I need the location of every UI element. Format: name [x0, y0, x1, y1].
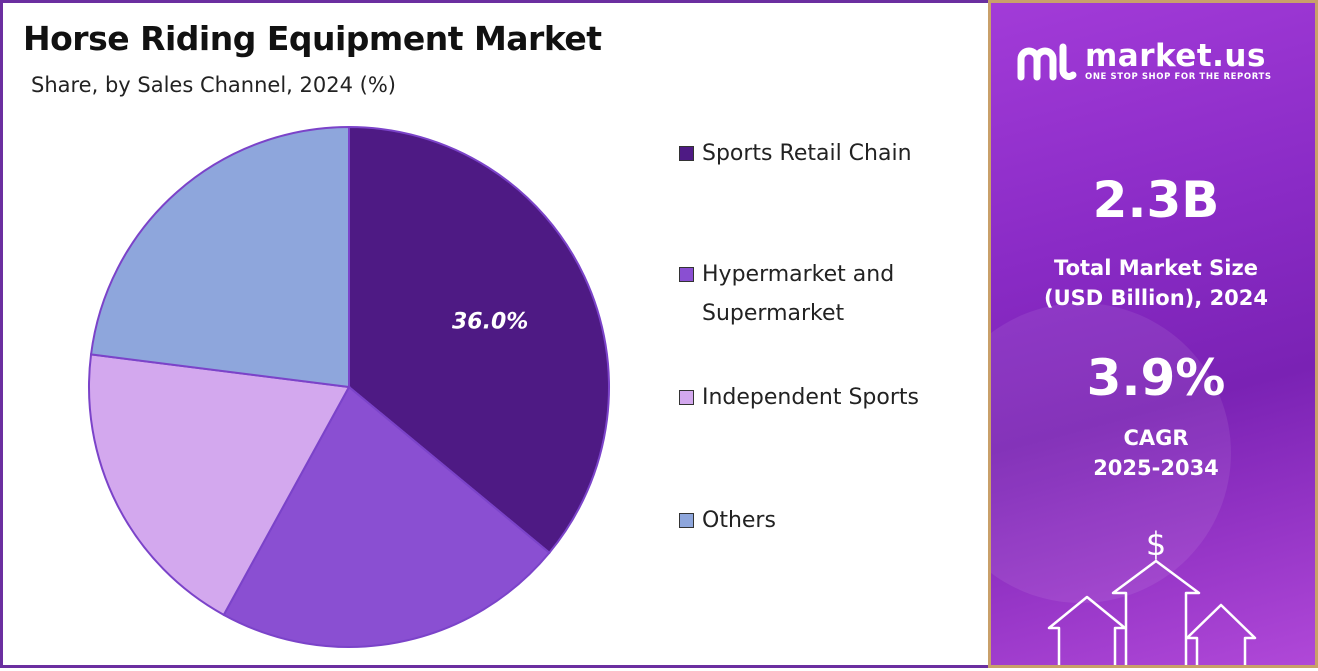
legend-label: Hypermarket and Supermarket — [702, 262, 895, 326]
chart-panel: Horse Riding Equipment Market Share, by … — [0, 0, 988, 668]
pie-slice-others — [89, 125, 350, 389]
pie-slice-sports-retail-chain — [348, 125, 610, 555]
pie-chart: 36.0% — [88, 125, 610, 648]
pie-slice-independent-sports — [88, 353, 351, 617]
brand: market.us ONE STOP SHOP FOR THE REPORTS — [1015, 39, 1272, 83]
legend-item: Hypermarket and Supermarket — [679, 255, 979, 333]
legend-item: Independent Sports — [679, 378, 979, 417]
growth-arrows-icon: $ — [1047, 525, 1257, 665]
legend-swatch — [679, 267, 694, 282]
data-label: 36.0% — [452, 310, 528, 335]
market-us-logo-icon — [1017, 43, 1077, 81]
chart-subtitle: Share, by Sales Channel, 2024 (%) — [31, 73, 396, 97]
cagr-label: CAGR — [1123, 426, 1189, 450]
background-glow — [991, 303, 1231, 603]
chart-title: Horse Riding Equipment Market — [23, 19, 602, 58]
legend-label: Sports Retail Chain — [702, 141, 912, 166]
market-size-label-line2: (USD Billion), 2024 — [1043, 286, 1269, 310]
legend-swatch — [679, 390, 694, 405]
legend-label: Others — [702, 508, 776, 533]
legend-swatch — [679, 146, 694, 161]
brand-name: market.us — [1085, 38, 1266, 74]
pie-slice-hypermarket-and-supermarket — [222, 385, 551, 648]
legend-item: Sports Retail Chain — [679, 134, 979, 173]
legend-swatch — [679, 513, 694, 528]
cagr-period: 2025-2034 — [1093, 456, 1219, 480]
cagr-value: 3.9% — [1086, 349, 1226, 407]
dollar-icon: $ — [1146, 525, 1166, 563]
summary-panel: market.us ONE STOP SHOP FOR THE REPORTS … — [988, 0, 1318, 668]
market-size-value: 2.3B — [1092, 171, 1220, 229]
brand-tagline: ONE STOP SHOP FOR THE REPORTS — [1085, 72, 1272, 82]
legend-label: Independent Sports — [702, 385, 919, 410]
legend-item: Others — [679, 501, 979, 540]
market-size-label-line1: Total Market Size — [1054, 256, 1258, 280]
